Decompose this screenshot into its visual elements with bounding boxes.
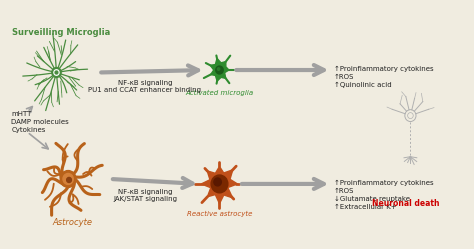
Polygon shape — [201, 167, 237, 204]
Text: Surveilling Microglia: Surveilling Microglia — [12, 28, 110, 37]
Text: Neuronal death: Neuronal death — [372, 199, 439, 208]
Text: mHTT
DAMP molecules
Cytokines: mHTT DAMP molecules Cytokines — [11, 111, 69, 133]
Text: Astrocyte: Astrocyte — [53, 218, 93, 227]
Circle shape — [211, 175, 228, 193]
Polygon shape — [210, 59, 229, 81]
Circle shape — [63, 174, 73, 185]
Text: NF-κB signaling
JAK/STAT signaling: NF-κB signaling JAK/STAT signaling — [113, 189, 177, 202]
Circle shape — [67, 178, 72, 183]
Circle shape — [218, 68, 220, 70]
Circle shape — [54, 70, 59, 75]
Text: ↑Proinflammatory cytokines
↑ROS
↑Quinolinic acid: ↑Proinflammatory cytokines ↑ROS ↑Quinoli… — [334, 66, 433, 88]
Text: ↑Proinflammatory cytokines
↑ROS
↓Glutamate reuptake
↑Extracellular K+: ↑Proinflammatory cytokines ↑ROS ↓Glutama… — [334, 180, 433, 210]
Text: Activated microglia: Activated microglia — [185, 90, 254, 96]
Text: Reactive astrocyte: Reactive astrocyte — [187, 211, 252, 217]
Circle shape — [216, 66, 223, 74]
Circle shape — [52, 67, 61, 77]
Circle shape — [214, 178, 221, 186]
Circle shape — [60, 171, 76, 187]
Circle shape — [55, 71, 58, 74]
Text: NF-κB signaling
PU1 and CCAT enhancer binding: NF-κB signaling PU1 and CCAT enhancer bi… — [89, 80, 201, 93]
